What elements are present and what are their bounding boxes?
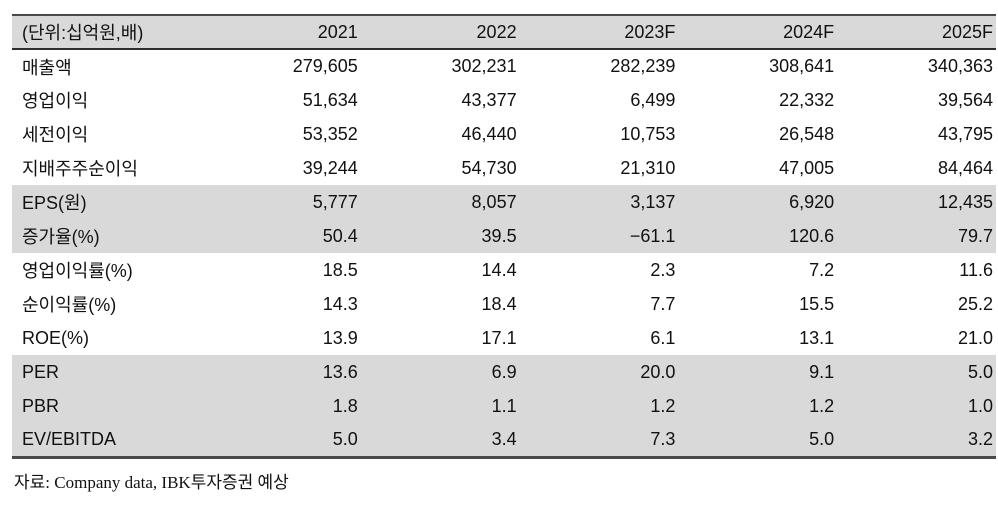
row-label: 매출액	[22, 57, 72, 78]
cell-value: 51,634	[302, 89, 358, 110]
table-row: ROE(%) 13.9 17.1 6.1 13.1 21.0	[12, 321, 996, 355]
cell-value: 3,137	[630, 191, 676, 212]
table-row: 증가율(%) 50.4 39.5 −61.1 120.6 79.7	[12, 219, 996, 253]
cell-value: 39,564	[937, 89, 993, 110]
cell-value: 6.9	[491, 361, 517, 382]
table-row: 세전이익 53,352 46,440 10,753 26,548 43,795	[12, 117, 996, 151]
cell-value: 279,605	[292, 56, 358, 76]
cell-value: 43,795	[937, 123, 993, 144]
cell-value: 21.0	[957, 327, 993, 348]
cell-value: 5.0	[332, 428, 358, 449]
table-row: PER 13.6 6.9 20.0 9.1 5.0	[12, 355, 996, 389]
row-label: 영업이익률(%)	[22, 261, 133, 281]
cell-value: 13.1	[799, 327, 835, 348]
cell-value: 8,057	[471, 191, 517, 212]
cell-value: 5.0	[809, 428, 835, 449]
financial-summary-table: (단위:십억원,배) 2021 2022 2023F 2024F 2025F 매출액 27…	[12, 14, 996, 459]
row-label: EPS(원)	[22, 193, 87, 213]
cell-value: 54,730	[461, 157, 517, 178]
year-column-header: 2024F	[783, 21, 835, 42]
cell-value: 282,239	[610, 56, 676, 76]
cell-value: 17.1	[481, 327, 517, 348]
table-row: 지배주주순이익 39,244 54,730 21,310 47,005 84,464	[12, 151, 996, 185]
cell-value: 1.8	[332, 395, 358, 416]
cell-value: 120.6	[789, 225, 835, 246]
row-label: 순이익률(%)	[22, 295, 117, 315]
row-label: 증가율(%)	[22, 227, 100, 247]
cell-value: 46,440	[461, 123, 517, 144]
cell-value: 18.4	[481, 293, 517, 314]
cell-value: 3.4	[491, 428, 517, 449]
cell-value: 7.7	[650, 293, 676, 314]
cell-value: 14.4	[481, 259, 517, 280]
table-row: EPS(원) 5,777 8,057 3,137 6,920 12,435	[12, 185, 996, 219]
cell-value: 79.7	[957, 225, 993, 246]
cell-value: 12,435	[937, 191, 993, 212]
cell-value: 5.0	[967, 361, 993, 382]
table-row: PBR 1.8 1.1 1.2 1.2 1.0	[12, 389, 996, 423]
cell-value: 6,499	[630, 89, 676, 110]
cell-value: 25.2	[957, 293, 993, 314]
cell-value: 308,641	[769, 56, 835, 76]
year-column-header: 2025F	[941, 21, 993, 42]
cell-value: 13.9	[322, 327, 358, 348]
cell-value: 21,310	[620, 157, 676, 178]
table-row: 순이익률(%) 14.3 18.4 7.7 15.5 25.2	[12, 287, 996, 321]
row-label: 세전이익	[22, 125, 89, 145]
row-label: 영업이익	[22, 91, 89, 111]
table-row: EV/EBITDA 5.0 3.4 7.3 5.0 3.2	[12, 423, 996, 457]
cell-value: −61.1	[629, 225, 676, 246]
cell-value: 50.4	[322, 225, 358, 246]
cell-value: 43,377	[461, 89, 517, 110]
cell-value: 11.6	[959, 259, 993, 280]
cell-value: 6.1	[650, 327, 676, 348]
cell-value: 7.3	[650, 428, 676, 449]
table-body: 매출액 279,605 302,231 282,239 308,641 340,363 영업…	[12, 49, 996, 457]
unit-label: (단위:십억원,배)	[22, 23, 144, 43]
cell-value: 20.0	[640, 361, 676, 382]
table-row: 영업이익률(%) 18.5 14.4 2.3 7.2 11.6	[12, 253, 996, 287]
cell-value: 84,464	[937, 157, 993, 178]
table-row: 매출액 279,605 302,231 282,239 308,641 340,363	[12, 49, 996, 83]
header-row: (단위:십억원,배) 2021 2022 2023F 2024F 2025F	[12, 15, 996, 49]
cell-value: 302,231	[451, 56, 517, 76]
cell-value: 1.2	[650, 395, 676, 416]
cell-value: 47,005	[779, 157, 835, 178]
row-label: PBR	[22, 395, 60, 416]
row-label: ROE(%)	[22, 327, 89, 348]
row-label: PER	[22, 361, 60, 382]
cell-value: 340,363	[927, 56, 993, 76]
year-column-header: 2022	[476, 21, 517, 42]
cell-value: 5,777	[312, 191, 358, 212]
year-column-header: 2021	[317, 21, 358, 42]
cell-value: 9.1	[809, 361, 835, 382]
financial-report-page: (단위:십억원,배) 2021 2022 2023F 2024F 2025F 매출액 27…	[12, 14, 996, 492]
row-label: EV/EBITDA	[22, 428, 117, 449]
cell-value: 39,244	[302, 157, 358, 178]
cell-value: 15.5	[799, 293, 835, 314]
year-column-header: 2023F	[624, 21, 676, 42]
cell-value: 13.6	[322, 361, 358, 382]
cell-value: 2.3	[650, 259, 676, 280]
cell-value: 1.1	[491, 395, 517, 416]
row-label: 지배주주순이익	[22, 159, 138, 179]
cell-value: 26,548	[779, 123, 835, 144]
cell-value: 39.5	[481, 225, 517, 246]
cell-value: 18.5	[322, 259, 358, 280]
cell-value: 53,352	[302, 123, 358, 144]
cell-value: 1.0	[967, 395, 993, 416]
cell-value: 1.2	[809, 395, 835, 416]
cell-value: 10,753	[620, 123, 676, 144]
cell-value: 22,332	[779, 89, 835, 110]
cell-value: 3.2	[967, 428, 993, 449]
source-note: 자료: Company data, IBK투자증권 예상	[14, 472, 289, 492]
table-row: 영업이익 51,634 43,377 6,499 22,332 39,564	[12, 83, 996, 117]
cell-value: 6,920	[789, 191, 835, 212]
cell-value: 7.2	[809, 259, 835, 280]
cell-value: 14.3	[322, 293, 358, 314]
